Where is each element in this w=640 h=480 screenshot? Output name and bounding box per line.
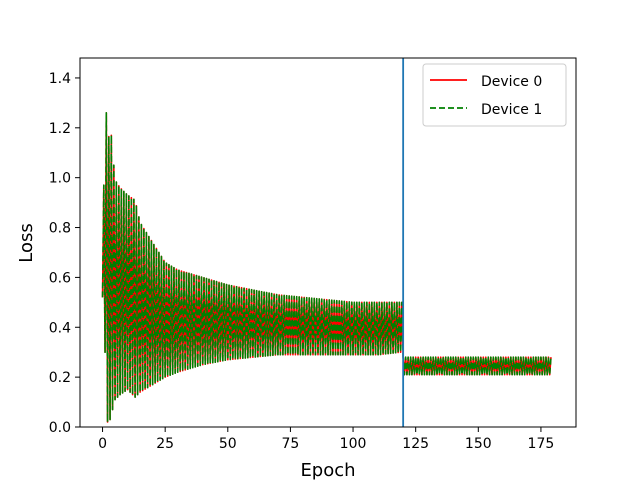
y-tick-label: 0.6: [49, 270, 71, 286]
y-tick-label: 1.2: [49, 121, 71, 137]
x-axis-title: Epoch: [300, 460, 355, 480]
y-tick-label: 0.2: [49, 370, 71, 386]
legend-label-device-0: Device 0: [481, 74, 542, 90]
y-axis-title: Loss: [16, 223, 37, 262]
x-tick-label: 125: [402, 436, 429, 452]
x-tick-label: 100: [340, 436, 367, 452]
x-ticks: 0 25 50 75 100 125 150 175: [98, 427, 554, 452]
legend: Device 0 Device 1: [422, 63, 567, 127]
y-ticks: 0.0 0.2 0.4 0.6 0.8 1.0 1.2 1.4: [49, 71, 80, 436]
legend-label-device-1: Device 1: [481, 102, 542, 118]
plot-frame: [79, 57, 577, 428]
x-tick-label: 175: [528, 436, 555, 452]
series-layer: [101, 112, 552, 423]
series-line-device-1: [101, 112, 552, 423]
x-tick-label: 25: [156, 436, 174, 452]
x-tick-label: 0: [98, 436, 107, 452]
x-tick-label: 75: [282, 436, 300, 452]
y-tick-label: 0.4: [49, 320, 71, 336]
y-tick-label: 1.0: [49, 171, 71, 187]
x-tick-label: 150: [465, 436, 492, 452]
y-tick-label: 0.0: [49, 420, 71, 436]
y-tick-label: 0.8: [49, 221, 71, 237]
y-tick-label: 1.4: [49, 71, 71, 87]
x-tick-label: 50: [219, 436, 237, 452]
